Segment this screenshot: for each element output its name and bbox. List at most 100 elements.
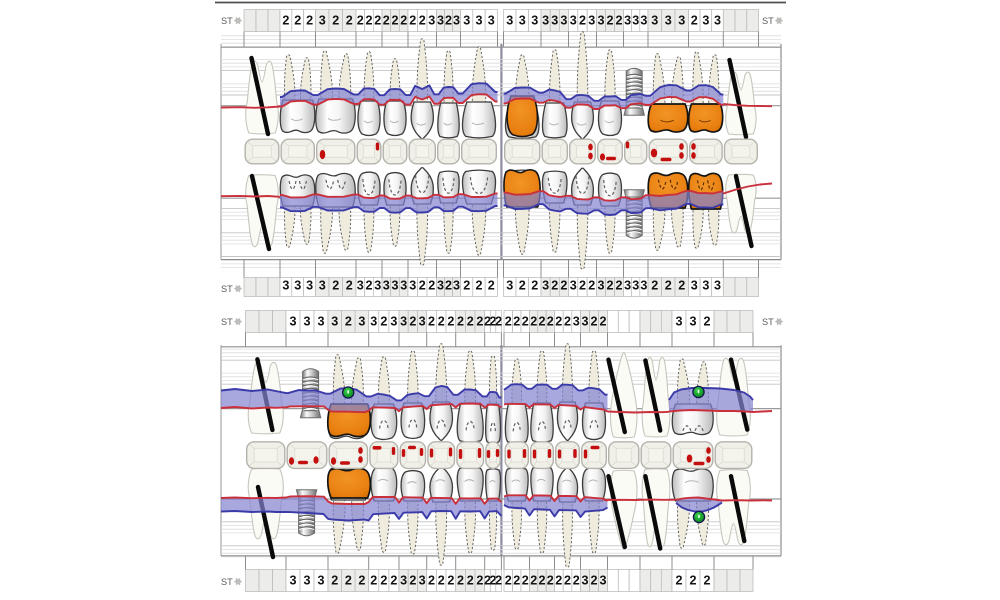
svg-text:2: 2: [380, 574, 387, 588]
svg-text:3: 3: [624, 14, 631, 28]
svg-text:3: 3: [542, 14, 549, 28]
svg-text:3: 3: [409, 279, 416, 293]
svg-text:3: 3: [573, 315, 580, 329]
svg-text:3: 3: [294, 279, 301, 293]
svg-text:3: 3: [702, 14, 709, 28]
svg-text:2: 2: [488, 279, 495, 293]
svg-text:2: 2: [703, 315, 710, 329]
svg-text:2: 2: [345, 574, 352, 588]
svg-text:2: 2: [457, 574, 464, 588]
svg-text:3: 3: [531, 14, 538, 28]
svg-text:2: 2: [447, 574, 454, 588]
svg-text:2: 2: [475, 279, 482, 293]
svg-text:3: 3: [542, 279, 549, 293]
svg-text:2: 2: [428, 279, 435, 293]
svg-text:3: 3: [475, 14, 482, 28]
svg-text:3: 3: [419, 315, 426, 329]
svg-text:2: 2: [346, 14, 353, 28]
svg-text:2: 2: [467, 315, 474, 329]
svg-text:2: 2: [390, 574, 397, 588]
svg-text:2: 2: [531, 279, 538, 293]
svg-text:2: 2: [463, 279, 470, 293]
svg-text:2: 2: [615, 279, 622, 293]
svg-text:2: 2: [346, 279, 353, 293]
svg-text:2: 2: [555, 574, 562, 588]
svg-text:2: 2: [495, 315, 502, 329]
svg-text:3: 3: [463, 14, 470, 28]
svg-text:3: 3: [632, 14, 639, 28]
svg-text:3: 3: [624, 279, 631, 293]
svg-text:3: 3: [570, 279, 577, 293]
svg-text:2: 2: [445, 279, 452, 293]
svg-text:3: 3: [374, 279, 381, 293]
svg-text:2: 2: [555, 315, 562, 329]
svg-text:3: 3: [419, 574, 426, 588]
svg-text:2: 2: [400, 14, 407, 28]
svg-text:3: 3: [560, 14, 567, 28]
svg-text:3: 3: [319, 14, 326, 28]
svg-text:2: 2: [484, 574, 491, 588]
svg-text:3: 3: [317, 315, 324, 329]
svg-text:2: 2: [495, 574, 502, 588]
svg-text:2: 2: [409, 315, 416, 329]
svg-text:2: 2: [365, 279, 372, 293]
svg-text:3: 3: [428, 14, 435, 28]
svg-text:3: 3: [640, 279, 647, 293]
svg-text:3: 3: [400, 574, 407, 588]
svg-text:3: 3: [581, 315, 588, 329]
svg-text:2: 2: [306, 14, 313, 28]
svg-text:2: 2: [606, 279, 613, 293]
svg-text:3: 3: [437, 14, 444, 28]
svg-text:2: 2: [665, 279, 672, 293]
svg-text:3: 3: [651, 14, 658, 28]
svg-text:2: 2: [331, 574, 338, 588]
svg-text:2: 2: [505, 315, 512, 329]
svg-text:3: 3: [714, 14, 721, 28]
svg-text:2: 2: [513, 574, 520, 588]
svg-text:2: 2: [489, 315, 496, 329]
svg-text:3: 3: [588, 14, 595, 28]
svg-text:2: 2: [332, 14, 339, 28]
svg-text:2: 2: [409, 14, 416, 28]
svg-text:3: 3: [488, 14, 495, 28]
svg-text:3: 3: [437, 279, 444, 293]
svg-text:3: 3: [597, 14, 604, 28]
svg-text:2: 2: [357, 14, 364, 28]
svg-text:3: 3: [675, 315, 682, 329]
svg-text:2: 2: [522, 315, 529, 329]
svg-text:2: 2: [476, 315, 483, 329]
svg-text:2: 2: [547, 574, 554, 588]
svg-text:2: 2: [675, 574, 682, 588]
svg-text:3: 3: [391, 279, 398, 293]
svg-text:3: 3: [282, 279, 289, 293]
svg-text:2: 2: [678, 279, 685, 293]
svg-text:2: 2: [419, 14, 426, 28]
svg-text:ST: ST: [221, 16, 233, 26]
svg-text:2: 2: [530, 315, 537, 329]
svg-text:3: 3: [303, 574, 310, 588]
svg-text:3: 3: [599, 574, 606, 588]
svg-text:2: 2: [505, 574, 512, 588]
svg-text:3: 3: [506, 14, 513, 28]
svg-text:ST: ST: [762, 317, 774, 327]
svg-text:2: 2: [391, 14, 398, 28]
svg-text:ST: ST: [221, 317, 233, 327]
svg-text:2: 2: [358, 574, 365, 588]
svg-text:2: 2: [573, 574, 580, 588]
svg-text:3: 3: [519, 14, 526, 28]
svg-text:3: 3: [453, 14, 460, 28]
svg-text:3: 3: [383, 279, 390, 293]
svg-text:2: 2: [564, 315, 571, 329]
svg-text:2: 2: [489, 574, 496, 588]
svg-text:2: 2: [590, 574, 597, 588]
svg-text:2: 2: [538, 315, 545, 329]
svg-text:2: 2: [513, 315, 520, 329]
svg-text:2: 2: [365, 14, 372, 28]
svg-text:2: 2: [370, 574, 377, 588]
svg-text:3: 3: [632, 279, 639, 293]
svg-text:2: 2: [282, 14, 289, 28]
svg-text:2: 2: [547, 315, 554, 329]
svg-text:3: 3: [506, 279, 513, 293]
svg-text:ST: ST: [221, 284, 233, 294]
svg-text:3: 3: [597, 279, 604, 293]
